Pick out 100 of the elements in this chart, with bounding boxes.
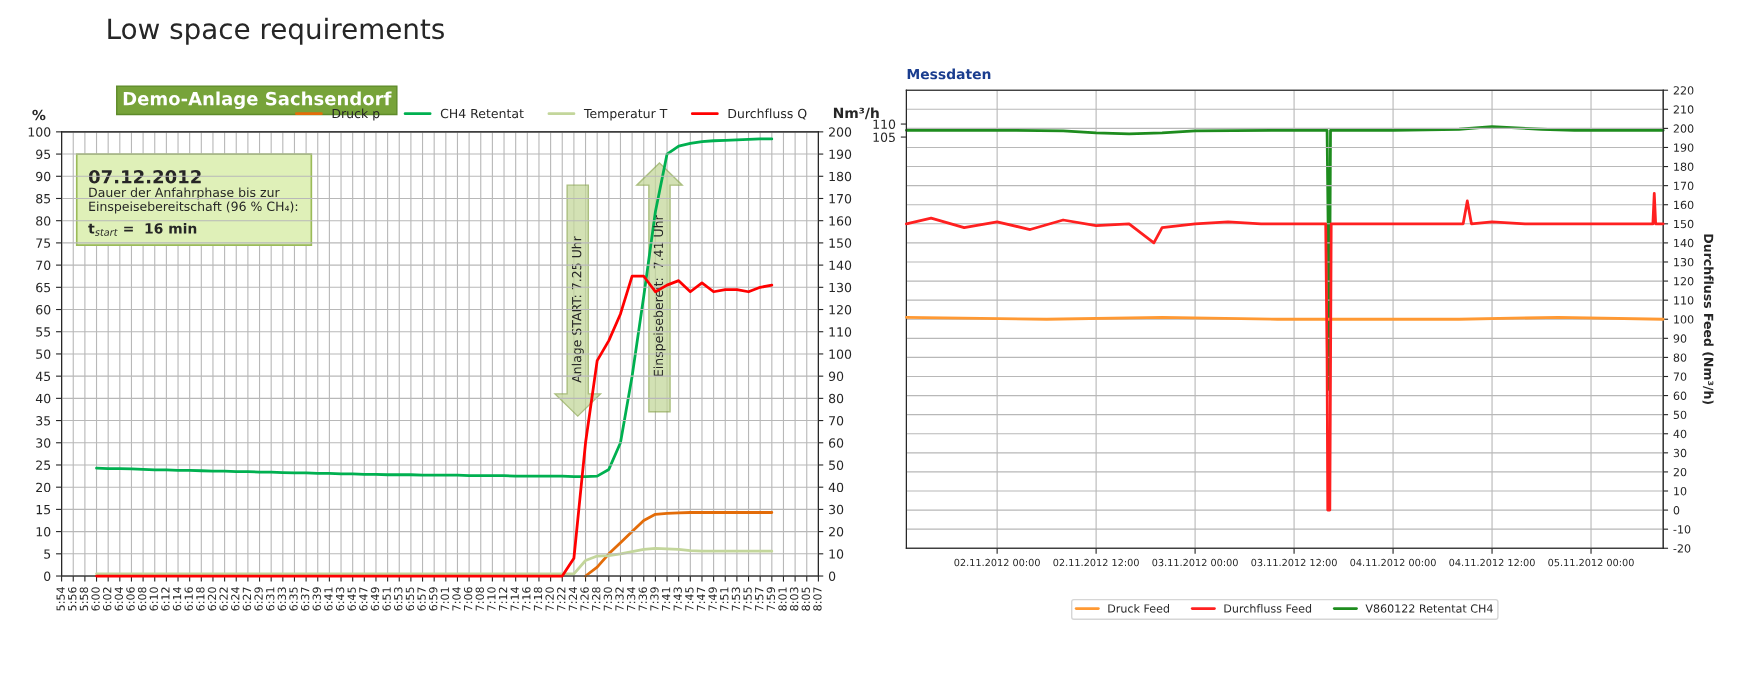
x-tick-label: 6:45	[347, 587, 356, 611]
annotation: t$_{start}$ = 16 min	[88, 222, 197, 236]
y-tick-label: 0	[44, 571, 51, 581]
y2-tick-label: 60	[1673, 391, 1687, 400]
y2-tick-label: 10	[1674, 486, 1687, 496]
x-tick-label: 8:03	[789, 587, 799, 611]
x-tick-label: 6:10	[149, 587, 158, 611]
x-tick-label: 6:35	[289, 587, 298, 611]
y2-tick-label: 20	[1673, 467, 1687, 477]
x-tick-label: 8:05	[801, 587, 810, 611]
y2-tick-label: 130	[829, 282, 852, 293]
x-tick-label: 7:10	[487, 587, 496, 611]
y-tick-label: 55	[36, 327, 51, 337]
x-tick-label: 6:08	[137, 587, 147, 611]
y-tick-label: 30	[36, 438, 51, 448]
x-tick-label: 7:57	[755, 587, 764, 611]
x-tick-label: 6:02	[102, 587, 112, 611]
y2-tick-label: 110	[1674, 296, 1694, 305]
x-tick-label: 6:14	[172, 587, 182, 611]
x-tick-label: 03.11.2012 12:00	[1251, 558, 1337, 567]
x-tick-label: 6:12	[161, 587, 170, 611]
x-tick-label: 7:53	[731, 587, 741, 611]
x-tick-label: 6:31	[265, 587, 275, 611]
x-tick-label: 6:18	[196, 587, 205, 611]
x-tick-label: 7:28	[592, 587, 601, 611]
y2-tick-label: 30	[1673, 448, 1687, 458]
y2-tick-label: 90	[828, 371, 844, 382]
y-tick-label: 65	[36, 282, 51, 293]
y-tick-label: 90	[36, 171, 51, 182]
y2-tick-label: 40	[828, 482, 844, 493]
annotation: 07.12.2012	[88, 169, 201, 184]
annotation: Einspeisebereit: 7.41 Uhr	[653, 215, 666, 376]
x-tick-label: 02.11.2012 12:00	[1053, 558, 1139, 567]
x-tick-label: 7:39	[650, 587, 659, 611]
y2-tick-label: 150	[1674, 219, 1694, 229]
y2-tick-label: 120	[1674, 277, 1694, 286]
x-tick-label: 6:43	[335, 587, 345, 611]
y2-tick-label: 200	[1673, 124, 1694, 133]
y2-tick-label: 90	[1673, 334, 1687, 343]
y2-tick-label: 40	[1673, 429, 1687, 439]
x-tick-label: 6:57	[417, 587, 426, 611]
y-tick-label: 70	[36, 260, 51, 271]
legend-label: Durchfluss Feed	[1224, 604, 1312, 613]
legend-label: Temperatur T	[583, 108, 668, 121]
line-series	[95, 547, 774, 576]
y-tick-label: 60	[36, 305, 51, 315]
y2-tick-label: 150	[829, 238, 852, 248]
x-tick-label: 7:32	[615, 587, 624, 611]
x-tick-label: 7:18	[533, 587, 543, 611]
y2-tick-label: 200	[829, 127, 852, 137]
x-tick-label: 8:07	[813, 587, 822, 611]
x-tick-label: 5:54	[56, 587, 65, 611]
x-tick-label: 7:49	[708, 587, 717, 611]
y2-tick-label: -10	[1673, 525, 1691, 534]
y2-tick-label: 60	[829, 438, 844, 448]
y2-tick-label: 170	[1674, 181, 1694, 191]
x-tick-label: 7:34	[626, 587, 636, 611]
x-tick-label: 7:30	[603, 587, 613, 611]
y2-tick-label: 0	[828, 571, 836, 581]
x-tick-label: 6:00	[91, 587, 100, 611]
x-tick-label: 6:22	[219, 587, 228, 611]
x-tick-label: 6:33	[277, 587, 287, 611]
y-tick-label: 25	[36, 460, 51, 470]
y2-tick-label: 180	[1674, 162, 1694, 171]
y2-axis-title: Nm³/h	[833, 107, 879, 120]
x-tick-label: 02.11.2012 00:00	[954, 558, 1040, 567]
x-tick-label: 6:24	[231, 587, 240, 611]
y2-tick-label: 160	[829, 216, 852, 226]
y-axis-title: %	[32, 109, 46, 121]
x-tick-label: 7:14	[510, 587, 519, 611]
y2-tick-label: 130	[1674, 257, 1694, 267]
x-tick-label: 6:27	[242, 587, 252, 611]
x-tick-label: 6:29	[254, 587, 263, 611]
x-tick-label: 5:56	[68, 587, 77, 611]
x-tick-label: 6:41	[324, 587, 333, 611]
y-tick-label: 5	[44, 549, 51, 559]
y-tick-label: 20	[36, 482, 51, 493]
y-tick-label: 40	[35, 393, 51, 404]
x-tick-label: 7:20	[545, 587, 554, 611]
y2-axis-title: Durchfluss Feed (Nm³/h)	[1702, 234, 1714, 405]
y2-tick-label: 80	[828, 393, 844, 404]
legend-label: Druck Feed	[1108, 604, 1169, 613]
x-tick-label: 6:16	[184, 587, 193, 611]
chart-title: Messdaten	[907, 68, 991, 80]
x-tick-label: 7:16	[522, 587, 531, 611]
x-tick-label: 7:47	[696, 587, 706, 611]
y2-tick-label: 70	[829, 416, 844, 426]
y2-tick-label: 30	[829, 504, 844, 515]
y-tick-label: 15	[36, 505, 51, 515]
x-tick-label: 7:06	[463, 587, 473, 611]
y2-tick-label: -20	[1673, 544, 1691, 553]
y2-tick-label: 110	[829, 327, 852, 337]
annotation: Anlage START: 7.25 Uhr	[571, 236, 584, 383]
y2-tick-label: 100	[1674, 315, 1694, 324]
x-tick-label: 6:20	[207, 587, 217, 611]
y2-tick-label: 0	[1673, 506, 1680, 515]
y-tick-label: 105	[873, 132, 895, 142]
x-tick-label: 04.11.2012 00:00	[1350, 558, 1436, 567]
x-tick-label: 7:55	[743, 587, 752, 611]
x-tick-label: 6:53	[394, 587, 403, 611]
